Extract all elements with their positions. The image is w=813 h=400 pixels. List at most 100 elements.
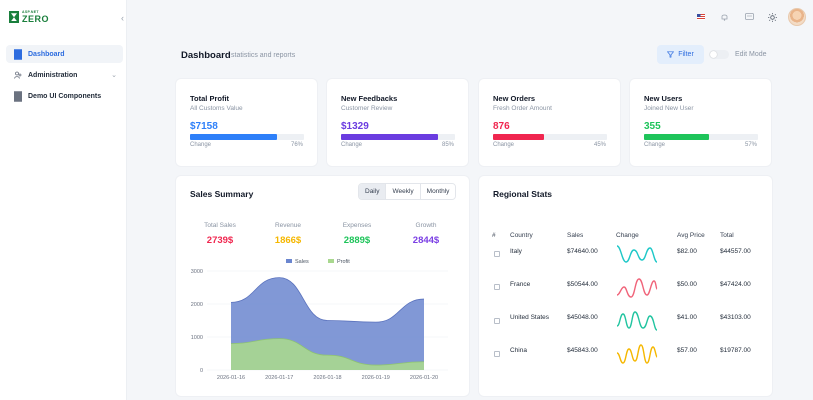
country-cell: Italy [510,248,522,255]
progress-bar [644,134,758,140]
bell-icon[interactable] [721,13,728,21]
stat-value: $1329 [341,121,369,132]
sparkline [616,245,658,263]
stat-title: New Users [644,94,683,103]
kpi-revenue: Revenue 1866$ [258,222,318,246]
sales-cell: $50544.00 [567,281,598,288]
avg-price-cell: $50.00 [677,281,697,288]
filter-label: Filter [678,51,694,58]
sales-cell: $45048.00 [567,314,598,321]
line-profit [230,338,425,366]
x-tick-label: 2026-01-18 [313,375,341,381]
progress-bar [341,134,455,140]
stat-change-label: Change [190,142,212,148]
section-title: Sales Summary [190,189,254,199]
kpi-value: 2889$ [343,235,371,246]
stat-subtitle: All Customs Value [190,105,243,112]
filter-button[interactable]: Filter [657,45,704,64]
tab-monthly[interactable]: Monthly [420,184,456,199]
country-cell: France [510,281,531,288]
x-tick-label: 2026-01-20 [410,375,438,381]
row-checkbox[interactable] [494,251,500,257]
total-cell: $44557.00 [720,248,751,255]
sidebar-item-demo-ui[interactable]: Demo UI Components [6,87,123,105]
avatar[interactable] [788,8,806,26]
total-cell: $43103.00 [720,314,751,321]
sales-cell: $45843.00 [567,347,598,354]
sales-area-chart: 0 1000 2000 3000 2026-01-16 2026-01-17 2026-01… [191,259,448,381]
area-profit [231,338,424,370]
y-tick-label: 3000 [191,269,203,275]
y-tick-label: 0 [200,368,203,374]
kpi-expenses: Expenses 2889$ [327,222,387,246]
sparkline [616,344,658,364]
users-icon [14,71,22,79]
stat-value: $7158 [190,121,218,132]
sidebar-item-label: Demo UI Components [28,92,102,100]
sidebar-item-label: Dashboard [28,50,65,58]
stat-subtitle: Fresh Order Amount [493,105,552,112]
brand-small: ASP.NET [22,10,39,14]
row-checkbox[interactable] [494,351,500,357]
us-flag-icon[interactable] [697,14,705,20]
legend-swatch [286,259,292,263]
x-tick-label: 2026-01-17 [265,375,293,381]
message-icon[interactable] [745,13,754,20]
sales-summary-card: Sales Summary Daily Weekly Monthly Total… [176,176,469,396]
stat-percent: 57% [744,142,757,148]
legend-label[interactable]: Sales [295,259,309,265]
row-checkbox[interactable] [494,284,500,290]
row-checkbox[interactable] [494,318,500,324]
kpi-label: Revenue [274,222,302,229]
legend-label[interactable]: Profit [337,259,350,265]
avg-price-cell: $82.00 [677,248,697,255]
components-icon [14,91,22,102]
sparkline [616,278,658,298]
kpi-label: Growth [415,222,437,229]
sidebar-item-dashboard[interactable]: Dashboard [6,45,123,63]
column-header: Country [510,232,533,239]
legend-swatch [328,259,334,263]
kpi-value: 1866$ [274,235,302,246]
column-header: # [492,232,496,239]
stat-percent: 76% [290,142,303,148]
stat-value: 876 [493,121,510,132]
kpi-value: 2739$ [206,235,234,246]
edit-mode-toggle[interactable] [709,50,729,59]
kpi-label: Total Sales [204,222,236,229]
chevron-down-icon: ⌄ [111,72,117,79]
y-tick-label: 1000 [191,335,203,341]
logo-icon [9,11,19,24]
stat-card-new-orders: New Orders Fresh Order Amount 876 Change… [479,79,620,166]
x-tick-label: 2026-01-16 [217,375,245,381]
progress-bar [190,134,304,140]
stat-title: New Orders [493,94,536,103]
total-cell: $19787.00 [720,347,751,354]
stat-change-label: Change [341,142,363,148]
stat-title: Total Profit [190,94,230,103]
column-header: Sales [567,232,584,239]
x-tick-label: 2026-01-19 [362,375,390,381]
stat-subtitle: Customer Review [341,105,393,112]
tab-daily[interactable]: Daily [359,184,387,199]
sun-icon[interactable] [768,13,777,22]
filter-icon [667,51,675,58]
stat-card-new-feedbacks: New Feedbacks Customer Review $1329 Chan… [327,79,468,166]
stat-percent: 85% [441,142,454,148]
stat-card-new-users: New Users Joined New User 355 Change 57% [630,79,771,166]
progress-fill [644,134,709,140]
column-header: Change [616,232,639,239]
page-subtitle: statistics and reports [231,52,296,59]
column-header: Total [720,232,734,239]
progress-fill [341,134,438,140]
brand-logo[interactable]: ASP.NET ZERO [9,10,49,24]
stat-title: New Feedbacks [341,94,398,103]
total-cell: $47424.00 [720,281,751,288]
sidebar-item-label: Administration [28,71,78,79]
kpi-label: Expenses [342,222,372,229]
collapse-sidebar-icon[interactable]: ‹ [121,13,124,23]
country-cell: United States [510,314,550,321]
kpi-growth: Growth 2844$ [396,222,456,246]
sidebar-item-administration[interactable]: Administration ⌄ [6,66,123,84]
tab-weekly[interactable]: Weekly [386,184,421,199]
